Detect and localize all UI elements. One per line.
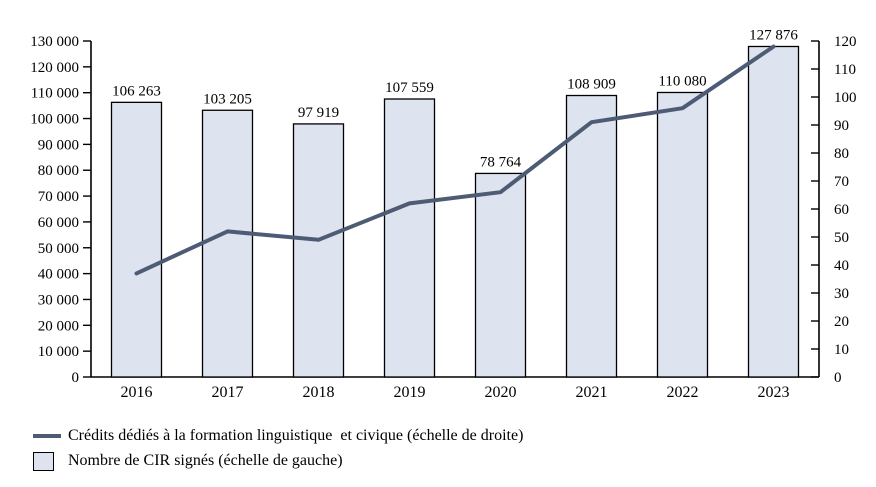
right-axis-tick-label: 120	[834, 34, 857, 50]
right-axis-tick-label: 20	[834, 314, 849, 330]
bar-value-label-2022: 110 080	[658, 73, 706, 89]
x-axis-label-2016: 2016	[121, 384, 153, 401]
legend-label-cir: Nombre de CIR signés (échelle de gauche)	[68, 452, 343, 469]
bar-value-label-2023: 127 876	[749, 27, 798, 43]
left-axis-tick-label: 100 000	[30, 112, 79, 128]
line-series-swatch-icon	[33, 434, 61, 438]
chart-plot-area: 0 10 000 20 000 30 000 40 000 50 000 60 000 70 …	[30, 27, 857, 401]
left-axis-tick-label: 50 000	[38, 241, 79, 257]
bar-2018	[292, 123, 345, 378]
bar-2016	[110, 101, 163, 378]
legend-line-swatch-wrap	[33, 434, 61, 438]
left-axis-tick-label: 130 000	[30, 34, 79, 50]
bar-2020	[474, 172, 527, 378]
left-axis-tick-label: 120 000	[30, 60, 79, 76]
right-axis-tick-label: 100	[834, 90, 857, 106]
x-axis-label-2019: 2019	[394, 384, 426, 401]
left-axis-tick-label: 80 000	[38, 163, 79, 179]
x-axis-label-2018: 2018	[303, 384, 335, 401]
left-axis-tick-label: 90 000	[38, 137, 79, 153]
bar-2017	[201, 109, 254, 378]
x-axis-label-2023: 2023	[758, 384, 790, 401]
bar-value-label-2020: 78 764	[480, 154, 522, 170]
bar-value-label-2017: 103 205	[203, 91, 252, 107]
legend-item-cir: Nombre de CIR signés (échelle de gauche)	[33, 450, 523, 472]
x-axis-label-2017: 2017	[212, 384, 244, 401]
right-axis-tick-label: 90	[834, 118, 849, 134]
bar-2021	[565, 94, 618, 378]
right-axis-tick-label: 50	[834, 230, 849, 246]
bar-2023	[747, 45, 800, 378]
left-axis-tick-label: 10 000	[38, 344, 79, 360]
right-axis-tick-label: 70	[834, 174, 849, 190]
left-axis-tick-label: 0	[72, 370, 80, 386]
credits-line	[134, 44, 776, 276]
bar-value-label-2021: 108 909	[567, 77, 616, 93]
chart-legend: Crédits dédiés à la formation linguistiq…	[33, 425, 523, 472]
left-axis-tick-label: 30 000	[38, 292, 79, 308]
bar-value-label-2018: 97 919	[298, 105, 339, 121]
left-axis-tick-label: 40 000	[38, 267, 79, 283]
legend-item-credits: Crédits dédiés à la formation linguistiq…	[33, 425, 523, 447]
right-axis-tick-label: 80	[834, 146, 849, 162]
right-axis-tick-label: 60	[834, 202, 849, 218]
x-axis-label-2022: 2022	[667, 384, 699, 401]
left-axis-tick-label: 70 000	[38, 189, 79, 205]
right-axis-tick-label: 0	[834, 370, 842, 386]
bar-2019	[383, 98, 436, 378]
legend-box-swatch-wrap	[33, 451, 61, 471]
left-axis-tick-label: 60 000	[38, 215, 79, 231]
right-axis-tick-label: 40	[834, 258, 849, 274]
left-axis-tick-label: 110 000	[31, 86, 79, 102]
right-axis-tick-label: 30	[834, 286, 849, 302]
bar-value-label-2019: 107 559	[385, 80, 434, 96]
right-axis-tick-label: 10	[834, 342, 849, 358]
x-axis-label-2021: 2021	[576, 384, 608, 401]
bar-value-label-2016: 106 263	[112, 83, 161, 99]
bar-series-swatch-icon	[33, 451, 54, 471]
x-axis-label-2020: 2020	[485, 384, 517, 401]
legend-label-credits: Crédits dédiés à la formation linguistiq…	[68, 427, 524, 444]
right-axis-tick-label: 110	[834, 62, 856, 78]
left-axis-tick-label: 20 000	[38, 318, 79, 334]
bar-2022	[656, 91, 709, 378]
